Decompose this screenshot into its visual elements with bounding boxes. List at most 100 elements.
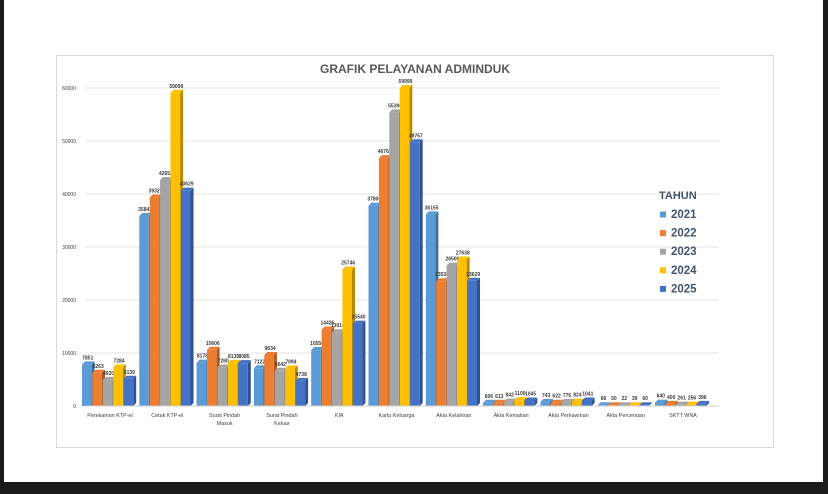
bar-top-2021 bbox=[425, 211, 439, 215]
bar-side-2024 bbox=[638, 402, 642, 406]
y-tick-label: 30000 bbox=[62, 245, 76, 251]
bar-top-2021 bbox=[483, 399, 496, 403]
bar-2023 bbox=[446, 265, 457, 406]
data-label: 40629 bbox=[180, 182, 194, 188]
data-label: 59999 bbox=[399, 79, 413, 85]
bar-top-2022 bbox=[608, 402, 621, 406]
window-frame-right bbox=[823, 0, 828, 494]
bar-2022 bbox=[92, 372, 102, 406]
bar-top-2024 bbox=[571, 398, 585, 402]
bar-2023 bbox=[675, 404, 686, 406]
bar-side-2025 bbox=[706, 400, 710, 406]
bar-top-2024 bbox=[170, 89, 184, 93]
bar-top-2022 bbox=[665, 400, 678, 404]
x-tick-label: Akta Kematian bbox=[494, 413, 529, 419]
bar-top-2025 bbox=[410, 139, 423, 143]
bar-top-2021 bbox=[368, 202, 382, 206]
chart-title: GRAFIK PELAYANAN ADMINDUK bbox=[320, 62, 510, 76]
data-label: 1041 bbox=[582, 391, 593, 397]
bar-top-2024 bbox=[514, 397, 527, 401]
data-label: 8178 bbox=[197, 354, 208, 360]
data-label: 743 bbox=[542, 393, 551, 399]
bar-2023 bbox=[217, 367, 227, 406]
bar-2025 bbox=[180, 190, 191, 406]
bar-2021 bbox=[82, 364, 92, 406]
y-tick-label: 10000 bbox=[62, 351, 76, 357]
bar-top-2022 bbox=[436, 278, 449, 282]
data-label: 59099 bbox=[169, 84, 183, 90]
bar-top-2022 bbox=[149, 194, 163, 198]
bar-top-2024 bbox=[628, 402, 642, 406]
data-label: 39329 bbox=[149, 189, 163, 195]
y-tick-label: 0 bbox=[73, 404, 76, 410]
bar-top-2021 bbox=[655, 399, 668, 403]
x-tick-label: Surat Pindah bbox=[266, 413, 297, 419]
bar-side-2023 bbox=[628, 402, 632, 406]
bar-2024 bbox=[571, 401, 582, 406]
legend-label-2023: 2023 bbox=[671, 246, 697, 258]
legend-swatch-2025 bbox=[660, 285, 666, 292]
bar-side-2025 bbox=[362, 320, 366, 406]
data-label: 776 bbox=[563, 393, 572, 399]
legend-swatch-2021 bbox=[660, 211, 666, 218]
bar-2021 bbox=[368, 205, 379, 406]
bar-top-2025 bbox=[639, 402, 652, 406]
data-label: 10606 bbox=[206, 341, 220, 347]
bar-2024 bbox=[514, 400, 524, 406]
data-label: 36155 bbox=[425, 205, 439, 211]
x-tick-label: Akta Perkawinan bbox=[548, 413, 588, 419]
bar-side-2025 bbox=[648, 402, 652, 406]
bar-2024 bbox=[227, 362, 238, 406]
data-label: 4738 bbox=[296, 372, 307, 378]
bar-2023 bbox=[561, 401, 571, 406]
bar-top-2021 bbox=[139, 213, 152, 217]
data-label: 256 bbox=[688, 396, 697, 402]
bar-side-2025 bbox=[133, 375, 137, 406]
bar-side-2025 bbox=[591, 397, 595, 406]
bar-2024 bbox=[399, 88, 410, 406]
bar-top-2023 bbox=[389, 109, 402, 113]
data-label: 60 bbox=[642, 396, 648, 402]
data-label: 7280 bbox=[218, 358, 229, 364]
bar-top-2022 bbox=[321, 326, 335, 330]
bar-top-2021 bbox=[540, 399, 553, 403]
bar-2025 bbox=[123, 378, 134, 406]
legend-label-2022: 2022 bbox=[671, 228, 697, 240]
bar-2024 bbox=[457, 259, 467, 406]
bar-side-2025 bbox=[190, 187, 194, 406]
bar-top-2021 bbox=[597, 402, 611, 406]
bar-2022 bbox=[149, 197, 160, 406]
data-label: 5139 bbox=[124, 370, 135, 376]
bar-2025 bbox=[295, 380, 306, 406]
bar-2022 bbox=[207, 349, 217, 406]
data-label: 42652 bbox=[159, 171, 173, 177]
data-label: 4920 bbox=[103, 371, 114, 377]
bar-side-2023 bbox=[685, 401, 689, 406]
data-label: 13916 bbox=[331, 323, 345, 329]
y-tick-label: 60000 bbox=[62, 86, 76, 92]
data-label: 66 bbox=[601, 396, 607, 402]
x-tick-label: SKTT WNA bbox=[669, 413, 697, 419]
bar-top-2023 bbox=[446, 262, 460, 266]
data-label: 27638 bbox=[456, 251, 470, 257]
bar-2025 bbox=[696, 403, 707, 406]
bar-2023 bbox=[332, 332, 342, 406]
bar-side-2022 bbox=[617, 402, 621, 406]
bar-2021 bbox=[425, 214, 436, 406]
y-tick-label: 20000 bbox=[62, 298, 76, 304]
bar-side-2025 bbox=[305, 377, 309, 406]
bar-top-2023 bbox=[618, 402, 632, 406]
bar-top-2022 bbox=[207, 346, 220, 350]
data-label: 7094 bbox=[285, 359, 296, 365]
bar-2022 bbox=[550, 402, 561, 406]
x-tick-label: Akta Perceraian bbox=[607, 413, 645, 419]
data-label: 1100 bbox=[515, 391, 526, 397]
bar-top-2022 bbox=[92, 369, 105, 373]
legend-label-2025: 2025 bbox=[671, 283, 697, 295]
legend-title: TAHUN bbox=[659, 190, 697, 202]
data-label: 49757 bbox=[409, 133, 423, 139]
bar-2023 bbox=[274, 370, 285, 406]
bar-2021 bbox=[139, 216, 149, 406]
bar-2023 bbox=[389, 112, 399, 407]
bar-top-2023 bbox=[675, 401, 689, 405]
